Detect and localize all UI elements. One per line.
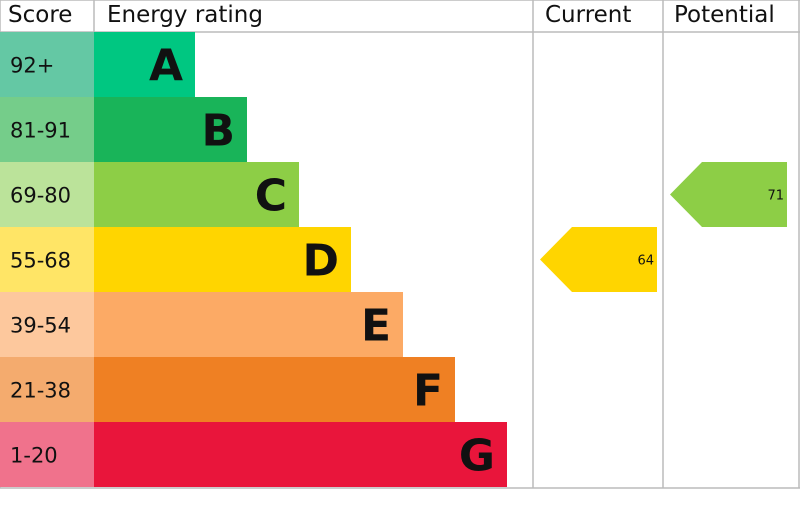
current-rating-value: 64 xyxy=(637,254,654,269)
band-letter-a: A xyxy=(149,41,183,92)
score-cell-d xyxy=(0,227,94,292)
band-letter-b: B xyxy=(201,106,235,157)
band-letter-f: F xyxy=(413,366,443,417)
bands: 92+ A 81-91 B 69-80 C 55-68 D 39-54 E 21-38 F 1-20 G xyxy=(0,32,507,487)
grid-lines xyxy=(0,0,800,489)
header-current: Current xyxy=(545,2,631,28)
header-score: Score xyxy=(8,2,72,28)
score-label-d: 55-68 xyxy=(10,249,71,273)
score-label-b: 81-91 xyxy=(10,119,71,143)
band-letter-e: E xyxy=(361,301,391,352)
score-cell-e xyxy=(0,292,94,357)
current-rating-arrow xyxy=(540,227,657,292)
score-cell-g xyxy=(0,422,94,487)
band-letter-g: G xyxy=(459,431,495,482)
header-potential: Potential xyxy=(674,2,775,28)
band-bar-a xyxy=(94,32,195,97)
score-label-e: 39-54 xyxy=(10,314,71,338)
score-label-f: 21-38 xyxy=(10,379,71,403)
potential-rating-arrow xyxy=(670,162,787,227)
rating-arrows: 64 71 xyxy=(540,162,787,292)
score-label-g: 1-20 xyxy=(10,444,58,468)
band-letter-d: D xyxy=(302,236,339,287)
score-cell-c xyxy=(0,162,94,227)
band-bar-g xyxy=(94,422,507,487)
score-cell-f xyxy=(0,357,94,422)
band-bar-f xyxy=(94,357,455,422)
score-label-c: 69-80 xyxy=(10,184,71,208)
band-bar-c xyxy=(94,162,299,227)
header-energy-rating: Energy rating xyxy=(107,2,263,28)
potential-rating-value: 71 xyxy=(767,189,784,204)
band-bar-d xyxy=(94,227,351,292)
score-label-a: 92+ xyxy=(10,54,54,78)
band-bar-e xyxy=(94,292,403,357)
band-bar-b xyxy=(94,97,247,162)
score-cell-b xyxy=(0,97,94,162)
score-cell-a xyxy=(0,32,94,97)
band-letter-c: C xyxy=(255,171,287,222)
